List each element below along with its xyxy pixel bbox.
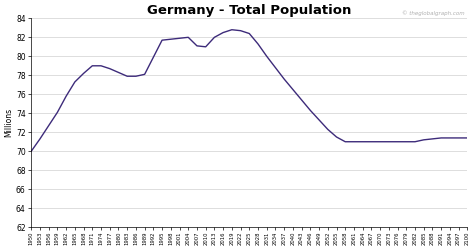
Y-axis label: Millions: Millions — [4, 108, 13, 137]
Title: Germany - Total Population: Germany - Total Population — [147, 4, 352, 17]
Text: © theglobalgraph.com: © theglobalgraph.com — [402, 10, 465, 16]
